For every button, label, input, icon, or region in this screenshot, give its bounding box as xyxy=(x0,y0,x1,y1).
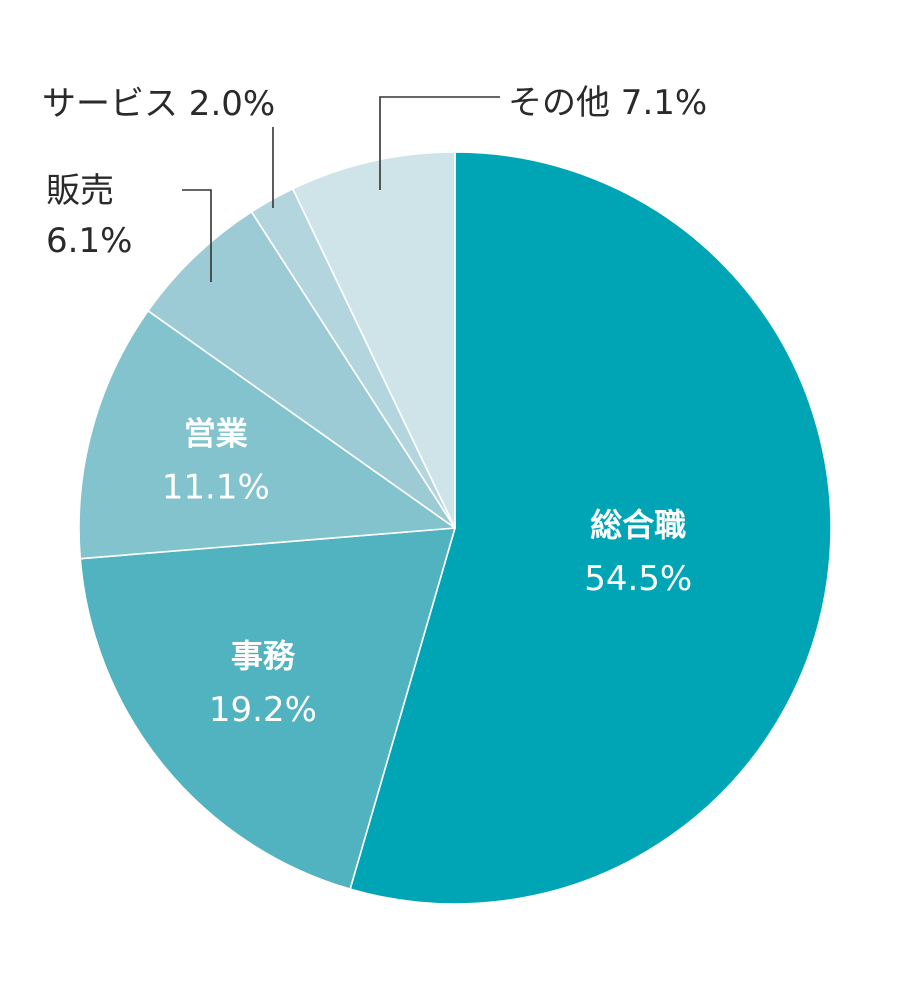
slice-category-label: 総合職 xyxy=(590,506,686,544)
slice-category-label: 営業 xyxy=(184,415,248,453)
slice-value-label: 11.1% xyxy=(162,468,270,508)
pie-slice-6 xyxy=(291,151,456,529)
slice-value-label: 6.1% xyxy=(46,221,132,261)
leader-lines xyxy=(182,96,500,282)
slice-value-label: 54.5% xyxy=(584,559,692,599)
labels-layer: 総合職 54.5% 事務 19.2% 営業 11.1% 販売 6.1% サービス 2.0% その他… xyxy=(42,83,707,730)
pie-slice-1 xyxy=(349,151,832,905)
slices-layer xyxy=(78,151,832,905)
leader-line-6 xyxy=(379,96,500,190)
pie-slice-3 xyxy=(78,310,456,560)
slice-value-label: 19.2% xyxy=(209,690,317,730)
pie-slice-2 xyxy=(79,527,456,890)
leader-line-4 xyxy=(182,189,212,282)
slice-category-label: サービス 2.0% xyxy=(42,84,275,124)
slice-category-label: その他 7.1% xyxy=(508,83,707,123)
slice-category-label: 販売 xyxy=(46,171,114,211)
pie-slice-4 xyxy=(147,211,456,529)
slice-category-label: 事務 xyxy=(231,637,296,675)
